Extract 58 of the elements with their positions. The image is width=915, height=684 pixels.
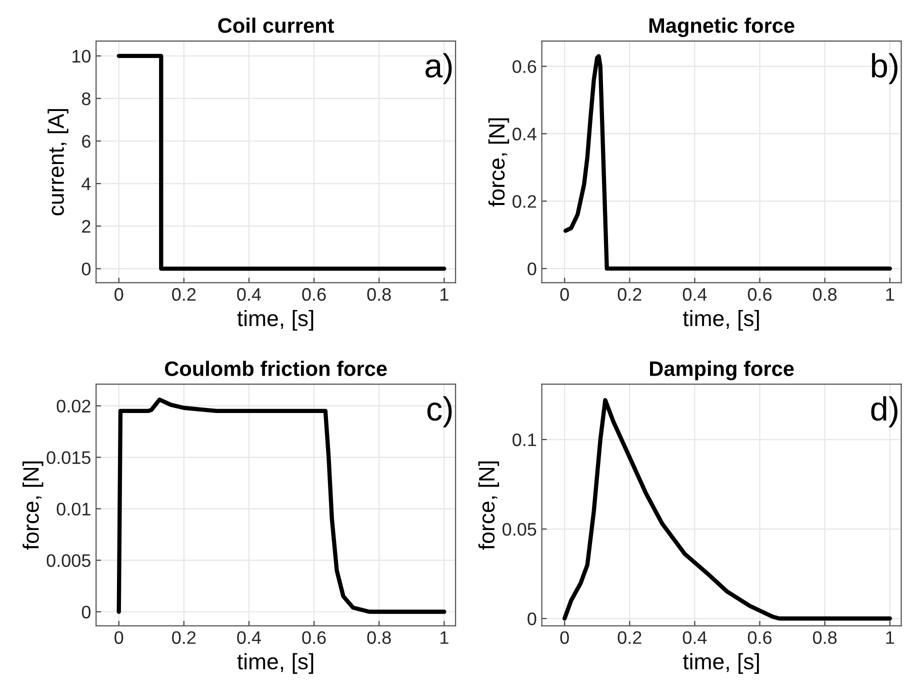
y-tick-label: 0.005 — [46, 554, 90, 567]
chart-title: Magnetic force — [649, 18, 794, 38]
y-tick-label: 0 — [528, 262, 536, 276]
annotation: a) — [426, 53, 452, 84]
x-tick-label: 0.2 — [618, 288, 642, 301]
x-tick-label: 0.6 — [748, 631, 772, 644]
y-tick-label: 8 — [82, 92, 90, 106]
x-tick-label: 0.8 — [367, 288, 391, 301]
x-tick-label: 0.4 — [682, 288, 707, 301]
x-tick-label: 0.8 — [812, 288, 837, 301]
x-tick-label: 1 — [886, 631, 894, 644]
y-tick-label: 0.015 — [46, 451, 90, 464]
chart-title: Coulomb friction force — [164, 360, 387, 376]
x-tick-label: 1 — [440, 631, 448, 644]
chart-title: Coil current — [218, 18, 334, 33]
y-axis-title: force, [N] — [478, 462, 500, 550]
x-axis-title: time, [s] — [237, 653, 314, 674]
chart-title: Damping force — [650, 360, 794, 380]
x-axis-title: time, [s] — [682, 653, 759, 674]
y-tick-label: 6 — [82, 134, 90, 148]
x-tick-label: 0.4 — [237, 631, 261, 644]
x-tick-label: 0.2 — [172, 288, 196, 301]
annotation: c) — [427, 396, 452, 428]
x-axis-title: time, [s] — [237, 310, 314, 331]
x-tick-label: 0 — [114, 288, 124, 301]
y-tick-label: 0.02 — [56, 400, 90, 413]
x-tick-label: 0.4 — [237, 288, 261, 301]
y-tick-label: 0.4 — [512, 128, 536, 140]
x-tick-label: 1 — [440, 288, 448, 301]
y-tick-label: 0.2 — [512, 195, 536, 208]
y-tick-label: 0 — [82, 606, 91, 618]
y-tick-label: 10 — [72, 50, 91, 63]
x-tick-label: 1 — [886, 288, 894, 301]
x-tick-label: 0.4 — [682, 631, 707, 644]
y-tick-label: 0.6 — [512, 60, 536, 74]
x-tick-label: 0.2 — [172, 631, 196, 644]
y-tick-label: 4 — [82, 178, 91, 190]
y-axis-title: force, [N] — [488, 118, 510, 207]
y-tick-label: 0.1 — [512, 433, 536, 446]
x-tick-label: 0 — [560, 288, 569, 301]
x-tick-label: 0.6 — [302, 288, 326, 301]
x-tick-label: 0 — [114, 631, 124, 644]
x-tick-label: 0.6 — [302, 631, 326, 644]
y-tick-label: 0 — [528, 612, 536, 626]
annotation: b) — [872, 53, 898, 84]
y-axis-title: current, [A] — [48, 109, 68, 216]
y-tick-label: 2 — [82, 220, 90, 233]
x-tick-label: 0 — [560, 631, 569, 644]
y-tick-label: 0.05 — [502, 522, 536, 536]
x-tick-label: 0.8 — [812, 631, 837, 644]
y-tick-label: 0 — [82, 262, 91, 276]
x-tick-label: 0.8 — [367, 631, 391, 644]
x-tick-label: 0.2 — [618, 631, 642, 644]
x-axis-title: time, [s] — [682, 310, 759, 331]
annotation: d) — [871, 396, 898, 428]
x-tick-label: 0.6 — [748, 288, 772, 301]
y-tick-label: 0.01 — [56, 502, 90, 516]
y-axis-title: force, [N] — [22, 462, 44, 550]
